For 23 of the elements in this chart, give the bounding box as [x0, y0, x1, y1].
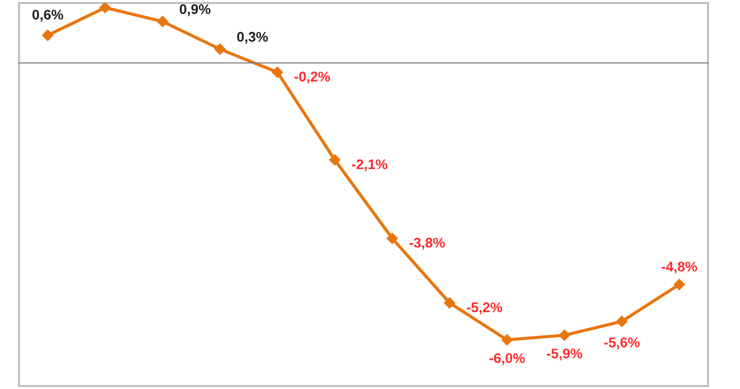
- data-label: -5,6%: [604, 338, 640, 350]
- data-label: 0,6%: [32, 10, 64, 22]
- point: [271, 66, 284, 78]
- data-label: -0,2%: [294, 72, 330, 84]
- point: [558, 329, 570, 342]
- point: [444, 297, 456, 309]
- data-label: 0,3%: [237, 32, 268, 44]
- data-label: -2,1%: [352, 159, 388, 172]
- point: [99, 3, 112, 14]
- data-label: -5,2%: [466, 302, 502, 314]
- data-label: -6,0%: [489, 353, 525, 366]
- point: [214, 43, 226, 56]
- point: [673, 278, 686, 290]
- point: [501, 334, 513, 346]
- data-label: -4,8%: [662, 262, 698, 274]
- data-label: -3,8%: [409, 238, 445, 250]
- point: [386, 232, 398, 244]
- data-label: -5,9%: [546, 348, 582, 360]
- point: [42, 29, 54, 42]
- data-label: 0,9%: [180, 4, 210, 16]
- point: [616, 316, 628, 328]
- point: [328, 154, 341, 166]
- point: [156, 16, 168, 28]
